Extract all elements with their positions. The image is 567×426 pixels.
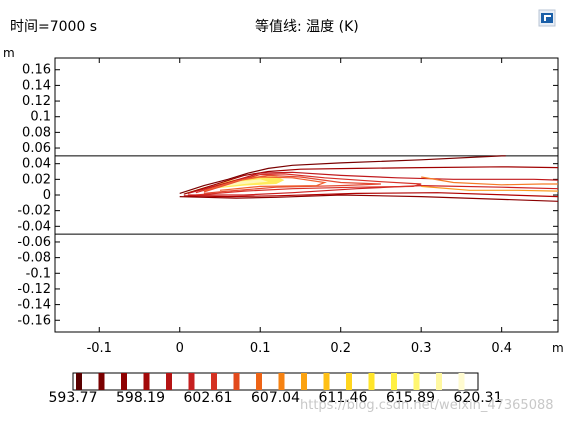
y-tick-label: -0.08 — [17, 251, 51, 266]
plot-title: 等值线: 温度 (K) — [255, 19, 359, 35]
contour-line — [203, 176, 327, 192]
colorbar-swatch — [143, 373, 150, 390]
colorbar-swatch — [188, 373, 195, 390]
comsol-logo-icon[interactable] — [536, 7, 558, 29]
contour-line — [179, 155, 506, 194]
colorbar-swatch — [233, 373, 240, 390]
colorbar-frame — [72, 372, 479, 391]
colorbar-label: 598.19 — [116, 390, 165, 406]
y-tick-label: 0.04 — [22, 157, 51, 172]
y-tick-label: -0.12 — [17, 282, 51, 297]
y-tick-label: -0.14 — [17, 298, 51, 313]
y-axis-unit: m — [3, 46, 15, 60]
colorbar — [72, 372, 479, 391]
y-tick-label: -0.1 — [26, 266, 51, 281]
watermark: https://blog.csdn.net/weixin_47365088 — [300, 398, 554, 413]
colorbar-swatch — [256, 373, 262, 390]
contour-line — [421, 176, 558, 186]
colorbar-swatch — [211, 373, 217, 390]
y-tick-label: 0.14 — [22, 78, 51, 93]
contour-line — [183, 166, 559, 195]
x-tick-label: 0.3 — [411, 341, 432, 356]
time-label: 时间=7000 s — [10, 19, 98, 35]
y-tick-label: -0.06 — [17, 235, 51, 250]
colorbar-swatch — [458, 373, 465, 390]
contour-line — [183, 192, 559, 198]
colorbar-swatch — [413, 373, 420, 390]
y-tick-label: -0.16 — [17, 313, 51, 328]
hot-region — [187, 179, 269, 193]
colorbar-labels: 593.77 598.19 602.61 607.04 611.46 615.89 620.… — [0, 390, 567, 410]
colorbar-label: 611.46 — [318, 390, 368, 406]
colorbar-label: 615.89 — [386, 390, 435, 406]
y-tick-label: 0.16 — [22, 63, 51, 78]
colorbar-label: 602.61 — [183, 390, 233, 406]
contour-line — [187, 184, 559, 196]
contour-line — [421, 185, 559, 192]
colorbar-swatch — [278, 373, 285, 390]
y-tick-label: 0.1 — [30, 110, 51, 125]
y-tick-label: 0.02 — [22, 172, 51, 187]
colorbar-swatch — [346, 373, 352, 390]
y-tick-label: -0.04 — [17, 219, 51, 234]
x-tick-label: 0 — [176, 341, 184, 356]
y-tick-label: 0.06 — [22, 141, 51, 156]
colorbar-swatch — [121, 373, 127, 390]
y-tick-label: 0 — [43, 188, 51, 203]
x-tick-label: 0.1 — [250, 341, 271, 356]
x-tick-label: 0.2 — [330, 341, 351, 356]
colorbar-label: 620.31 — [453, 390, 503, 406]
colorbar-swatch — [436, 373, 442, 390]
colorbar-swatch — [76, 373, 82, 390]
colorbar-label: 607.04 — [251, 390, 300, 406]
colorbar-swatch — [391, 373, 397, 390]
colorbar-swatch — [368, 373, 375, 390]
contour-lines — [179, 155, 559, 202]
y-tick-label: 0.08 — [22, 125, 51, 140]
colorbar-swatch — [166, 373, 172, 390]
contour-line — [195, 173, 422, 196]
x-tick-label: 0.4 — [491, 341, 512, 356]
y-tick-label: -0.02 — [17, 204, 51, 219]
colorbar-swatch — [98, 373, 105, 390]
x-axis-unit: m — [552, 341, 564, 355]
contour-line — [179, 194, 559, 202]
contour-line — [187, 171, 559, 194]
colorbar-label: 593.77 — [48, 390, 98, 406]
axes: 0.160.140.120.10.080.060.040.020-0.02-0.… — [3, 46, 564, 356]
colorbar-swatch — [301, 373, 307, 390]
y-tick-label: 0.12 — [22, 94, 51, 109]
colorbar-swatch — [323, 373, 330, 390]
x-tick-label: -0.1 — [87, 341, 112, 356]
